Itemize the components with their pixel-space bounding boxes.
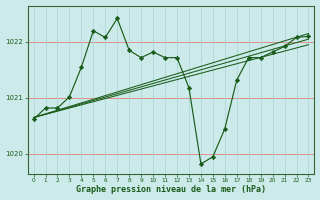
X-axis label: Graphe pression niveau de la mer (hPa): Graphe pression niveau de la mer (hPa) (76, 185, 266, 194)
